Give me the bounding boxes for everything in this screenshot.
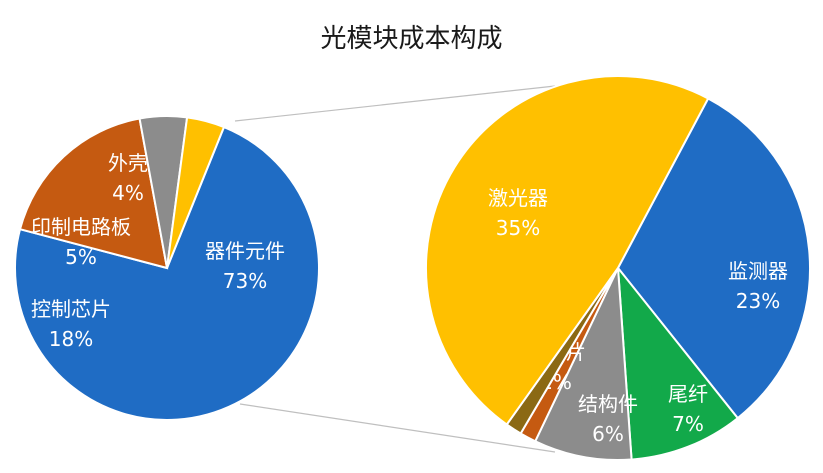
pie1-label-2: 结构件: [578, 392, 638, 416]
pie0-label-1: 控制芯片: [31, 297, 111, 321]
connector-lines: [234, 85, 556, 453]
pie0-label-2: 印制电路板: [31, 215, 131, 239]
pie1-value-5: 35%: [496, 216, 540, 240]
pie1-value-0: 23%: [736, 289, 780, 313]
pie0-label-0: 器件元件: [205, 239, 285, 263]
pie1-label-5: 激光器: [488, 186, 548, 210]
pie1-value-2: 6%: [592, 422, 624, 446]
pie1-slice-5: [424, 75, 710, 426]
pie0-label-3: 外壳: [108, 151, 148, 175]
pie1-slice-1: [616, 264, 740, 461]
pie1-label-0: 监测器: [728, 259, 788, 283]
connector-line-0: [234, 85, 556, 122]
pie0-value-0: 73%: [223, 269, 267, 293]
connector-line-1: [239, 403, 556, 453]
pie1-slice-2: [533, 264, 633, 461]
pie1-value-1: 7%: [672, 412, 704, 436]
chart-title: 光模块成本构成: [320, 24, 503, 54]
pie0-slice-1: [18, 117, 169, 270]
pie0-slice-0: [14, 125, 320, 421]
pie0-value-1: 18%: [49, 327, 93, 351]
pie0-value-2: 5%: [65, 245, 97, 269]
left-pie: 器件元件 73% 控制芯片 18% 印制电路板 5% 外壳 4%: [14, 115, 320, 421]
pie1-label-1: 尾纤: [668, 382, 708, 406]
pie0-slice-3: [166, 116, 226, 269]
pie0-value-3: 4%: [112, 181, 144, 205]
